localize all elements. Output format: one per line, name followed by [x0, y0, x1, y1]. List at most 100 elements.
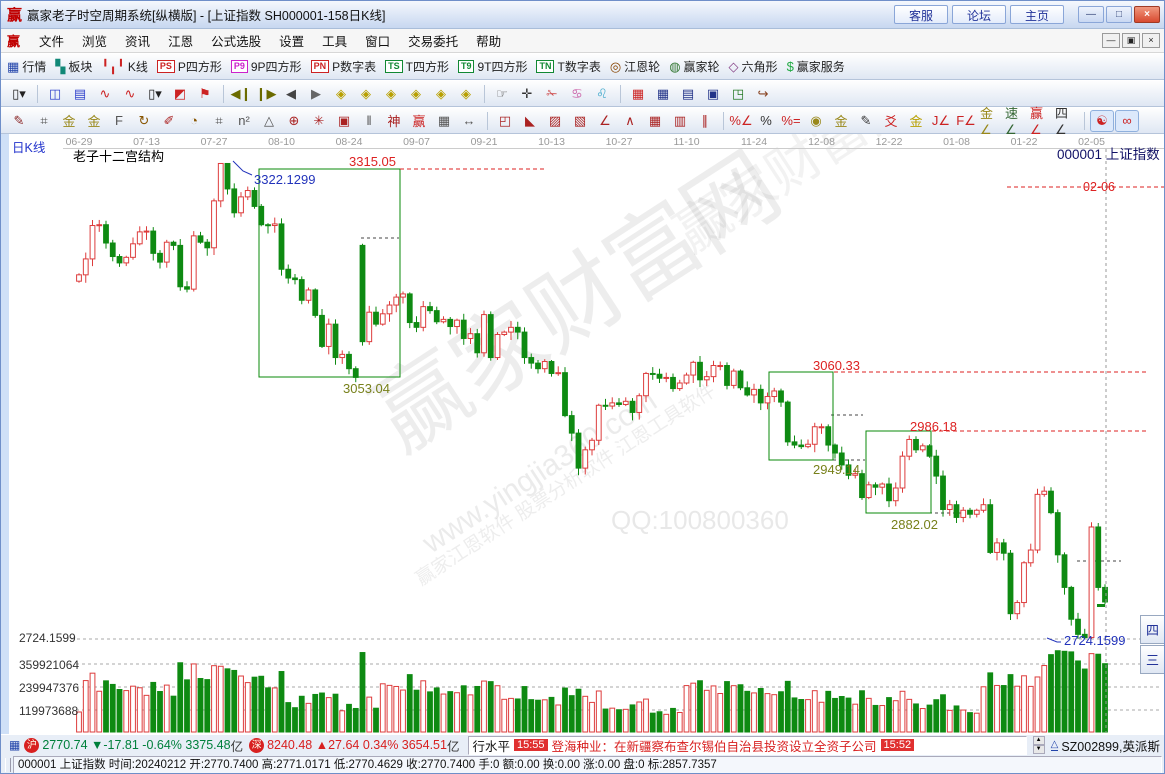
number-grid-icon[interactable]: ▦: [437, 112, 451, 128]
calendar-icon[interactable]: ▦: [631, 85, 645, 101]
kline-period-dropdown[interactable]: ▯▾: [12, 85, 26, 101]
percent-lines-icon[interactable]: %=: [781, 113, 801, 128]
support-button[interactable]: 客服: [894, 5, 948, 24]
winner-service-button[interactable]: $ 赢家服务: [787, 58, 845, 75]
pan-left-icon[interactable]: ◈: [336, 85, 346, 101]
gold-angle-icon[interactable]: 金∠: [980, 106, 994, 137]
infinity-icon[interactable]: ∞: [1115, 109, 1139, 132]
gold-square-icon[interactable]: 金: [62, 114, 76, 129]
mdi-minimize-button[interactable]: —: [1102, 33, 1120, 48]
pen-measure-icon[interactable]: ✎: [860, 112, 872, 128]
f-angle-icon[interactable]: F∠: [956, 112, 976, 128]
ying-tool-icon[interactable]: 赢: [412, 114, 426, 129]
kline-button[interactable]: ╹╻╹ K线: [101, 58, 148, 75]
zoom-in-v-icon[interactable]: ◈: [461, 85, 471, 101]
save-image-icon[interactable]: ◳: [731, 85, 745, 101]
gann-grid-icon[interactable]: ◩: [173, 85, 187, 101]
maximize-button[interactable]: □: [1106, 6, 1132, 23]
j-angle-icon[interactable]: J∠: [931, 112, 951, 128]
rect-tool-icon[interactable]: ◰: [498, 112, 512, 128]
p-square-button[interactable]: PS P四方形: [156, 58, 222, 75]
zoom-in-h-icon[interactable]: ◈: [411, 85, 421, 101]
exit-icon[interactable]: ↪: [757, 85, 769, 101]
menu-item-0[interactable]: 文件: [39, 35, 65, 49]
gann-star-icon[interactable]: ✳: [313, 112, 325, 128]
f10-info-icon[interactable]: ▤: [73, 85, 87, 101]
zoom-out-v-icon[interactable]: ◈: [436, 85, 446, 101]
cycle-clock-icon[interactable]: ◔: [190, 113, 198, 128]
calculator-icon[interactable]: ▦: [656, 85, 670, 101]
menu-item-1[interactable]: 浏览: [82, 35, 108, 49]
hexagon-button[interactable]: ◇ 六角形: [729, 58, 778, 75]
fan-lines-icon[interactable]: ◣: [525, 112, 535, 128]
ruler-grid-icon[interactable]: ⌗: [40, 112, 48, 128]
cross-lines-icon[interactable]: 爻: [884, 114, 898, 129]
quote-table-icon[interactable]: ▦: [9, 738, 21, 752]
menu-item-9[interactable]: 帮助: [476, 35, 502, 49]
n2-icon[interactable]: n²: [238, 113, 250, 128]
ying-angle-icon[interactable]: 赢∠: [1030, 106, 1044, 137]
chart-canvas[interactable]: 赢家财富网www.yingjia360.comQQ:100800360赢家江恩软…: [1, 67, 1165, 734]
menu-item-4[interactable]: 公式选股: [211, 35, 262, 49]
fibonacci-icon[interactable]: F: [115, 113, 123, 128]
candle-style-dropdown[interactable]: ▯▾: [148, 85, 162, 101]
zoom-out-h-icon[interactable]: ◈: [386, 85, 396, 101]
p-number-button[interactable]: PN P数字表: [310, 58, 376, 75]
si-angle-icon[interactable]: 四∠: [1055, 106, 1069, 137]
percent-angle-icon[interactable]: %∠: [729, 112, 753, 128]
gold-circle-icon[interactable]: ◉: [810, 112, 822, 128]
gold-square2-icon[interactable]: 金: [87, 114, 101, 129]
t-square-button[interactable]: TS T四方形: [385, 58, 449, 75]
dense-grid-icon[interactable]: ⌗: [215, 112, 223, 128]
gann-box-icon[interactable]: ▣: [337, 112, 351, 128]
gann-compass-icon[interactable]: ⊕: [288, 112, 300, 128]
menu-item-3[interactable]: 江恩: [168, 35, 194, 49]
snip-tool-icon[interactable]: ✁: [546, 85, 558, 101]
next-bar-icon[interactable]: ▶: [311, 85, 321, 101]
wave9-icon[interactable]: ∿: [124, 85, 136, 101]
home-button[interactable]: 主页: [1010, 5, 1064, 24]
gold-underline-icon[interactable]: 金: [909, 114, 923, 129]
angle-lines-icon[interactable]: ∠: [599, 112, 611, 128]
last-bar-icon[interactable]: ❙▶: [255, 85, 277, 101]
mirror-icon[interactable]: △: [264, 112, 274, 128]
shen-tool-icon[interactable]: 神: [387, 114, 401, 129]
shaded-box-icon[interactable]: ▨: [548, 112, 562, 128]
p9-square-button[interactable]: P9 9P四方形: [230, 58, 302, 75]
prev-bar-icon[interactable]: ◀: [286, 85, 296, 101]
t9-square-button[interactable]: T9 9T四方形: [457, 58, 527, 75]
menu-item-8[interactable]: 交易委托: [408, 35, 459, 49]
brush-icon[interactable]: ✐: [163, 112, 175, 128]
zoom-window-icon[interactable]: ◫: [48, 85, 62, 101]
menu-item-5[interactable]: 设置: [279, 35, 305, 49]
color-bars-icon[interactable]: ⚑: [199, 85, 211, 101]
winner-wheel-button[interactable]: ◍ 赢家轮: [669, 58, 719, 75]
quotes-button[interactable]: ▦ 行情: [7, 58, 46, 75]
menu-item-2[interactable]: 资讯: [125, 35, 151, 49]
gold-lines-icon[interactable]: 金: [834, 114, 848, 129]
stock-reference[interactable]: SZ002899,英派斯: [1061, 739, 1160, 754]
panel-four-button[interactable]: 四: [1140, 615, 1164, 644]
grid-coarse-icon[interactable]: ▥: [673, 112, 687, 128]
h-lines-icon[interactable]: ‖: [366, 113, 372, 128]
menu-item-6[interactable]: 工具: [322, 35, 348, 49]
speed-angle-icon[interactable]: 速∠: [1005, 106, 1019, 137]
taiji-icon[interactable]: ☯: [1090, 109, 1114, 132]
notebook-icon[interactable]: ▤: [681, 85, 695, 101]
percent-icon[interactable]: %: [760, 113, 772, 128]
crosshair-tool-icon[interactable]: ✛: [521, 85, 533, 101]
wave3-icon[interactable]: ∿: [99, 85, 111, 101]
menu-item-7[interactable]: 窗口: [365, 35, 391, 49]
grid-fine-icon[interactable]: ▦: [648, 112, 662, 128]
pan-right-icon[interactable]: ◈: [361, 85, 371, 101]
polyline-icon[interactable]: ∧: [625, 112, 635, 128]
news-ticker[interactable]: 行水平 15:55 登海种业：在新疆察布查尔锡伯自治县投资设立全资子公司 15:…: [468, 735, 1027, 755]
forum-button[interactable]: 论坛: [952, 5, 1006, 24]
gann-wheel-button[interactable]: ◎ 江恩轮: [610, 58, 660, 75]
pen-tool-icon[interactable]: ✎: [13, 112, 25, 128]
mdi-close-button[interactable]: ×: [1142, 33, 1160, 48]
panel-three-button[interactable]: 三: [1140, 645, 1164, 674]
spiral-icon[interactable]: ↻: [138, 112, 150, 128]
sectors-button[interactable]: ▚ 板块: [55, 58, 92, 75]
minimize-button[interactable]: —: [1078, 6, 1104, 23]
